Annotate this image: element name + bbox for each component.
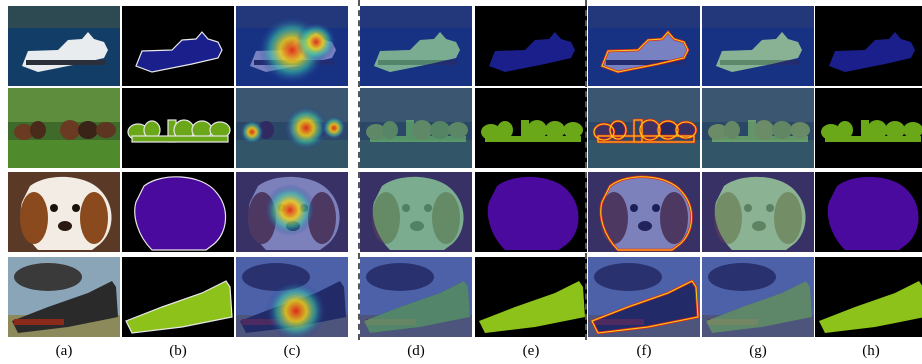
final-mask-dog	[815, 172, 922, 252]
edge-heatmap-cows	[588, 88, 700, 168]
refined-overlay-boat	[702, 6, 814, 86]
overlay-train	[360, 257, 472, 337]
overlay-boat	[360, 6, 472, 86]
overlay-dog	[360, 172, 472, 252]
final-mask-cows	[815, 88, 922, 168]
cam-heatmap-boat	[236, 6, 348, 86]
divider-left	[358, 0, 360, 340]
overlay-cows	[360, 88, 472, 168]
gt-mask-boat	[122, 6, 234, 86]
edge-heatmap-train	[588, 257, 700, 337]
final-mask-boat	[815, 6, 922, 86]
label-d: (d)	[407, 343, 425, 359]
cam-heatmap-train	[236, 257, 348, 337]
label-a: (a)	[55, 343, 73, 359]
photo-boat	[8, 6, 120, 86]
refined-overlay-cows	[702, 88, 814, 168]
gt-mask-train	[122, 257, 234, 337]
refined-overlay-train	[702, 257, 814, 337]
cam-heatmap-cows	[236, 88, 348, 168]
final-mask-train	[815, 257, 922, 337]
refined-overlay-dog	[702, 172, 814, 252]
photo-train	[8, 257, 120, 337]
photo-dog	[8, 172, 120, 252]
edge-heatmap-boat	[588, 6, 700, 86]
photo-cows	[8, 88, 120, 168]
label-f: (f)	[636, 343, 652, 359]
gt-mask-dog	[122, 172, 234, 252]
pred-mask-cows	[475, 88, 587, 168]
pred-mask-train	[475, 257, 587, 337]
label-e: (e)	[522, 343, 540, 359]
label-b: (b)	[169, 343, 187, 359]
label-g: (g)	[749, 343, 767, 359]
cam-heatmap-dog	[236, 172, 348, 252]
gt-mask-cows	[122, 88, 234, 168]
edge-heatmap-dog	[588, 172, 700, 252]
pred-mask-boat	[475, 6, 587, 86]
label-h: (h)	[862, 343, 880, 359]
label-c: (c)	[283, 343, 301, 359]
divider-right	[585, 0, 587, 340]
pred-mask-dog	[475, 172, 587, 252]
